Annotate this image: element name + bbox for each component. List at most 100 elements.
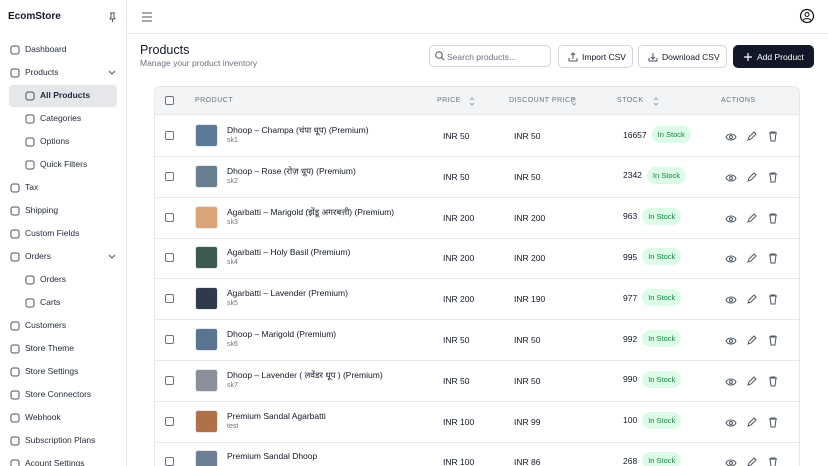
brand: EcomStore bbox=[8, 11, 61, 22]
nav-item[interactable]: Options bbox=[40, 136, 70, 146]
checkbox[interactable] bbox=[165, 96, 174, 105]
nav-item[interactable]: Categories bbox=[40, 113, 82, 123]
nav-item[interactable]: Dashboard bbox=[25, 44, 67, 54]
button[interactable]: Download CSV bbox=[638, 45, 727, 68]
product-name[interactable]: Agarbatti – Holy Basil (Premium) bbox=[227, 247, 351, 258]
delete-icon[interactable] bbox=[768, 294, 778, 305]
column-header[interactable]: DISCOUNT PRICE bbox=[509, 97, 576, 104]
nav-item[interactable]: Custom Fields bbox=[25, 228, 80, 238]
nav-icon bbox=[25, 137, 35, 147]
product-image bbox=[195, 368, 218, 392]
nav-item[interactable]: Store Settings bbox=[25, 366, 79, 376]
nav-item[interactable]: Acount Settings bbox=[25, 458, 85, 466]
product-name[interactable]: Agarbatti – Lavender (Premium) bbox=[227, 288, 348, 299]
checkbox[interactable] bbox=[165, 294, 174, 304]
checkbox[interactable] bbox=[165, 335, 174, 344]
delete-icon[interactable] bbox=[768, 457, 778, 466]
table-row: Agarbatti – Lavender (Premium) sk5 INR 200… bbox=[155, 279, 799, 321]
edit-icon[interactable] bbox=[747, 376, 757, 386]
discount-price: INR 50 bbox=[514, 131, 541, 141]
nav-item[interactable]: Webhook bbox=[25, 412, 61, 422]
search-box[interactable]: Search products... bbox=[429, 45, 551, 67]
edit-icon[interactable] bbox=[747, 335, 757, 345]
pin-icon[interactable] bbox=[108, 12, 118, 22]
table-row: Premium Sandal Dhoop INR 100 INR 86 268 In S… bbox=[155, 442, 799, 466]
nav-item[interactable]: Products bbox=[25, 67, 59, 77]
view-icon[interactable] bbox=[725, 418, 737, 428]
topbar bbox=[127, 0, 828, 34]
product-image bbox=[195, 246, 218, 270]
edit-icon[interactable] bbox=[747, 294, 757, 304]
view-icon[interactable] bbox=[725, 336, 737, 346]
status-badge: In Stock bbox=[642, 370, 682, 388]
edit-icon[interactable] bbox=[747, 172, 757, 182]
chevron[interactable] bbox=[108, 254, 118, 264]
checkbox[interactable] bbox=[165, 253, 174, 263]
delete-icon[interactable] bbox=[768, 335, 778, 346]
view-icon[interactable] bbox=[725, 173, 737, 183]
stock: 16657 bbox=[623, 129, 647, 140]
user-icon[interactable] bbox=[799, 8, 815, 24]
nav-item[interactable]: Tax bbox=[25, 182, 39, 192]
delete-icon[interactable] bbox=[768, 213, 778, 224]
nav-item[interactable]: Subscription Plans bbox=[25, 435, 96, 445]
checkbox[interactable] bbox=[165, 375, 174, 385]
delete-icon[interactable] bbox=[768, 131, 778, 142]
column-header[interactable]: STOCK bbox=[617, 97, 644, 104]
view-icon[interactable] bbox=[725, 377, 737, 387]
product-name[interactable]: Agarbatti – Marigold (झेंडू अगरबत्ती) (P… bbox=[227, 206, 395, 217]
nav-item[interactable]: Carts bbox=[40, 297, 61, 307]
delete-icon[interactable] bbox=[768, 253, 778, 264]
sort-icon[interactable] bbox=[571, 97, 581, 107]
product-name[interactable]: Dhoop – Rose (रोज़ धूप) (Premium) bbox=[227, 165, 356, 176]
chevron[interactable] bbox=[108, 70, 118, 80]
nav-item[interactable]: Quick Filters bbox=[40, 159, 88, 169]
nav-item[interactable]: All Products bbox=[40, 90, 91, 100]
checkbox[interactable] bbox=[165, 131, 174, 140]
product-name[interactable]: Dhoop – Champa (चंपा धूप) (Premium) bbox=[227, 125, 369, 135]
product-name[interactable]: Premium Sandal Dhoop bbox=[227, 451, 318, 462]
checkbox[interactable] bbox=[165, 457, 174, 466]
price: INR 50 bbox=[443, 335, 470, 345]
stock-cell: 268 In Stock bbox=[623, 452, 682, 466]
discount-price: INR 99 bbox=[514, 416, 541, 427]
discount-price: INR 86 bbox=[514, 457, 541, 466]
checkbox[interactable] bbox=[165, 171, 174, 181]
sort-icon[interactable] bbox=[469, 97, 479, 107]
edit-icon[interactable] bbox=[747, 457, 757, 466]
sort-icon[interactable] bbox=[653, 97, 663, 107]
checkbox[interactable] bbox=[165, 416, 174, 426]
button[interactable]: Import CSV bbox=[558, 45, 633, 68]
product-name[interactable]: Premium Sandal Agarbatti bbox=[227, 410, 326, 421]
stock: 995 bbox=[623, 251, 638, 262]
column-header: ACTIONS bbox=[721, 97, 756, 104]
product-name[interactable]: Dhoop – Marigold (Premium) bbox=[227, 329, 337, 339]
nav-item[interactable]: Store Connectors bbox=[25, 389, 92, 399]
edit-icon[interactable] bbox=[747, 131, 757, 141]
view-icon[interactable] bbox=[725, 132, 737, 142]
product-sku: sk6 bbox=[227, 341, 238, 348]
table-header bbox=[155, 87, 799, 115]
column-header[interactable]: PRICE bbox=[437, 97, 461, 104]
button[interactable]: Add Product bbox=[733, 45, 814, 68]
delete-icon[interactable] bbox=[768, 376, 778, 387]
nav-item[interactable]: Orders bbox=[25, 251, 51, 261]
product-name[interactable]: Dhoop – Lavender ( लवेंडर धूप ) (Premium… bbox=[227, 369, 383, 380]
view-icon[interactable] bbox=[725, 458, 737, 466]
checkbox[interactable] bbox=[165, 212, 174, 222]
edit-icon[interactable] bbox=[747, 212, 757, 223]
stock: 268 bbox=[623, 455, 638, 466]
edit-icon[interactable] bbox=[747, 253, 757, 264]
view-icon[interactable] bbox=[725, 254, 737, 264]
nav-item[interactable]: Customers bbox=[25, 320, 67, 330]
delete-icon[interactable] bbox=[768, 172, 778, 183]
nav-item[interactable]: Store Theme bbox=[25, 343, 74, 353]
view-icon[interactable] bbox=[725, 295, 737, 305]
view-icon[interactable] bbox=[725, 214, 737, 224]
menu-icon[interactable] bbox=[142, 12, 152, 22]
edit-icon[interactable] bbox=[747, 416, 757, 427]
nav-item[interactable]: Orders bbox=[40, 274, 66, 284]
nav-item[interactable]: Shipping bbox=[25, 205, 59, 215]
delete-icon[interactable] bbox=[768, 417, 778, 428]
table-row: Dhoop – Champa (चंपा धूप) (Premium) sk1 IN… bbox=[155, 116, 799, 157]
